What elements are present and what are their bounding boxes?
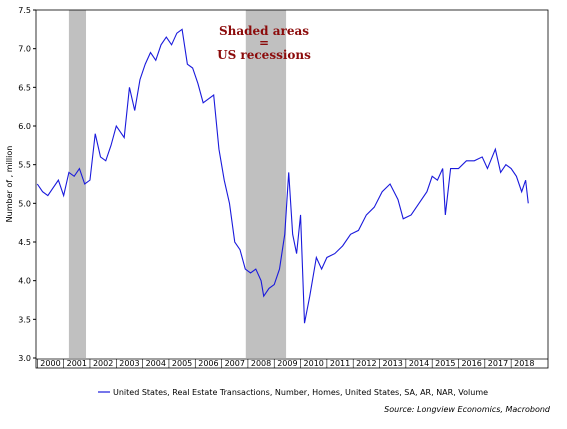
- source: Source: Longview Economics, Macrobond: [384, 405, 551, 414]
- annotation: =: [259, 36, 269, 50]
- y-tick-label: 7.0: [18, 45, 31, 54]
- x-tick-label: 2014: [409, 359, 429, 368]
- x-tick-label: 2003: [119, 359, 139, 368]
- x-tick-label: 2002: [93, 359, 113, 368]
- x-tick-label: 2013: [383, 359, 403, 368]
- y-axis-label: Number of , million: [5, 146, 14, 223]
- x-tick-label: 2011: [330, 359, 350, 368]
- x-tick-label: 2016: [461, 359, 481, 368]
- x-tick-label: 2000: [40, 359, 60, 368]
- y-tick-label: 5.5: [18, 161, 31, 170]
- series-line: [36, 28, 529, 324]
- x-tick-label: 2015: [435, 359, 455, 368]
- legend-label: United States, Real Estate Transactions,…: [113, 388, 488, 397]
- y-tick-label: 3.5: [18, 315, 31, 324]
- recession-band: [245, 10, 287, 358]
- x-tick-label: 2005: [172, 359, 192, 368]
- plot-frame: [35, 9, 549, 369]
- y-tick-label: 4.0: [18, 277, 31, 286]
- y-tick-label: 7.5: [18, 6, 31, 15]
- x-tick-label: 2018: [514, 359, 534, 368]
- y-tick-label: 3.0: [18, 354, 31, 363]
- x-tick-label: 2001: [67, 359, 87, 368]
- y-tick-label: 5.0: [18, 199, 31, 208]
- recession-band: [68, 10, 87, 358]
- y-tick-label: 6.5: [18, 83, 31, 92]
- x-tick-label: 2010: [304, 359, 324, 368]
- x-tick-label: 2009: [277, 359, 297, 368]
- x-tick-label: 2004: [146, 359, 166, 368]
- x-tick-label: 2007: [225, 359, 245, 368]
- x-tick-label: 2006: [198, 359, 218, 368]
- annotation: US recessions: [217, 48, 311, 62]
- y-tick-label: 4.5: [18, 238, 31, 247]
- y-tick-label: 6.0: [18, 122, 31, 131]
- annotation: Shaded areas: [219, 24, 309, 38]
- x-tick-label: 2012: [356, 359, 376, 368]
- x-tick-label: 2017: [488, 359, 508, 368]
- x-tick-label: 2008: [251, 359, 271, 368]
